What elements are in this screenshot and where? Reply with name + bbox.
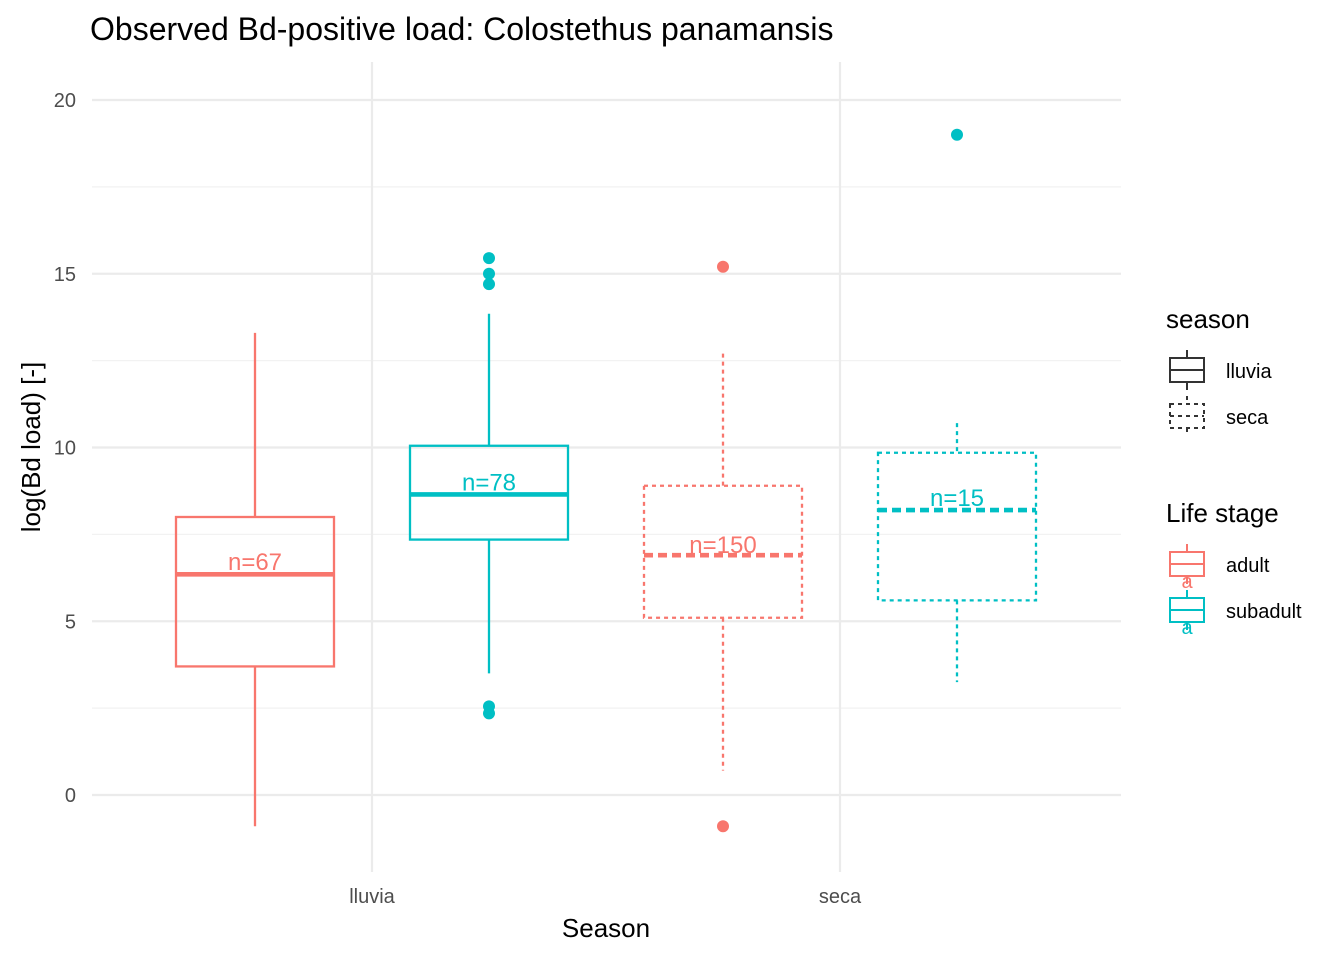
box-iqr <box>642 484 804 619</box>
y-tick-label: 0 <box>65 785 76 807</box>
legend-key-lluvia <box>1169 350 1205 390</box>
legend-label-seca: seca <box>1226 407 1269 429</box>
legend-key-seca <box>1169 396 1205 436</box>
outlier-point <box>483 707 495 720</box>
n-label: n=15 <box>930 485 984 512</box>
y-tick-label: 20 <box>54 90 76 112</box>
box-adult-seca: n=150 <box>642 260 804 833</box>
legend-label-subadult: subadult <box>1226 601 1302 623</box>
boxplot-series: n=67 n=150 n=78 n=15 <box>174 128 1038 833</box>
n-label: n=150 <box>689 532 756 559</box>
legend-title-season: season <box>1166 304 1250 334</box>
n-label: n=67 <box>228 549 282 576</box>
y-tick-label: 5 <box>65 611 76 633</box>
chart-title: Observed Bd-positive load: Colostethus p… <box>90 11 834 47</box>
legend-key-adult: a <box>1169 544 1205 593</box>
box-subadult-lluvia: n=78 <box>408 252 570 720</box>
outlier-point <box>717 820 729 833</box>
y-tick-label: 10 <box>54 438 76 460</box>
y-axis-ticks: 0 5 10 15 20 <box>54 90 76 807</box>
legend-text-glyph: a <box>1181 617 1193 639</box>
y-axis-title: log(Bd load) [-] <box>16 362 46 533</box>
legend-label-lluvia: lluvia <box>1226 361 1272 383</box>
x-axis-title: Season <box>562 913 650 943</box>
x-axis-ticks: lluvia seca <box>349 886 862 908</box>
outlier-point <box>717 260 729 273</box>
outlier-point <box>951 128 963 141</box>
box-adult-lluvia: n=67 <box>174 332 336 827</box>
outlier-point <box>483 252 495 265</box>
outlier-point <box>483 278 495 291</box>
x-tick-label: lluvia <box>349 886 395 908</box>
legend-title-life-stage: Life stage <box>1166 498 1279 528</box>
y-tick-label: 15 <box>54 264 76 286</box>
n-label: n=78 <box>462 469 516 496</box>
legend-text-glyph: a <box>1181 571 1193 593</box>
box-iqr <box>876 451 1038 602</box>
legend-key-subadult: a <box>1169 590 1205 639</box>
outlier-point <box>483 267 495 280</box>
box-iqr <box>174 515 336 668</box>
legend: season lluvia seca Life stage a adult a subadul… <box>1166 304 1302 639</box>
box-subadult-seca: n=15 <box>876 128 1038 683</box>
legend-label-adult: adult <box>1226 555 1270 577</box>
grid-lines <box>92 62 1121 872</box>
x-tick-label: seca <box>819 886 862 908</box>
